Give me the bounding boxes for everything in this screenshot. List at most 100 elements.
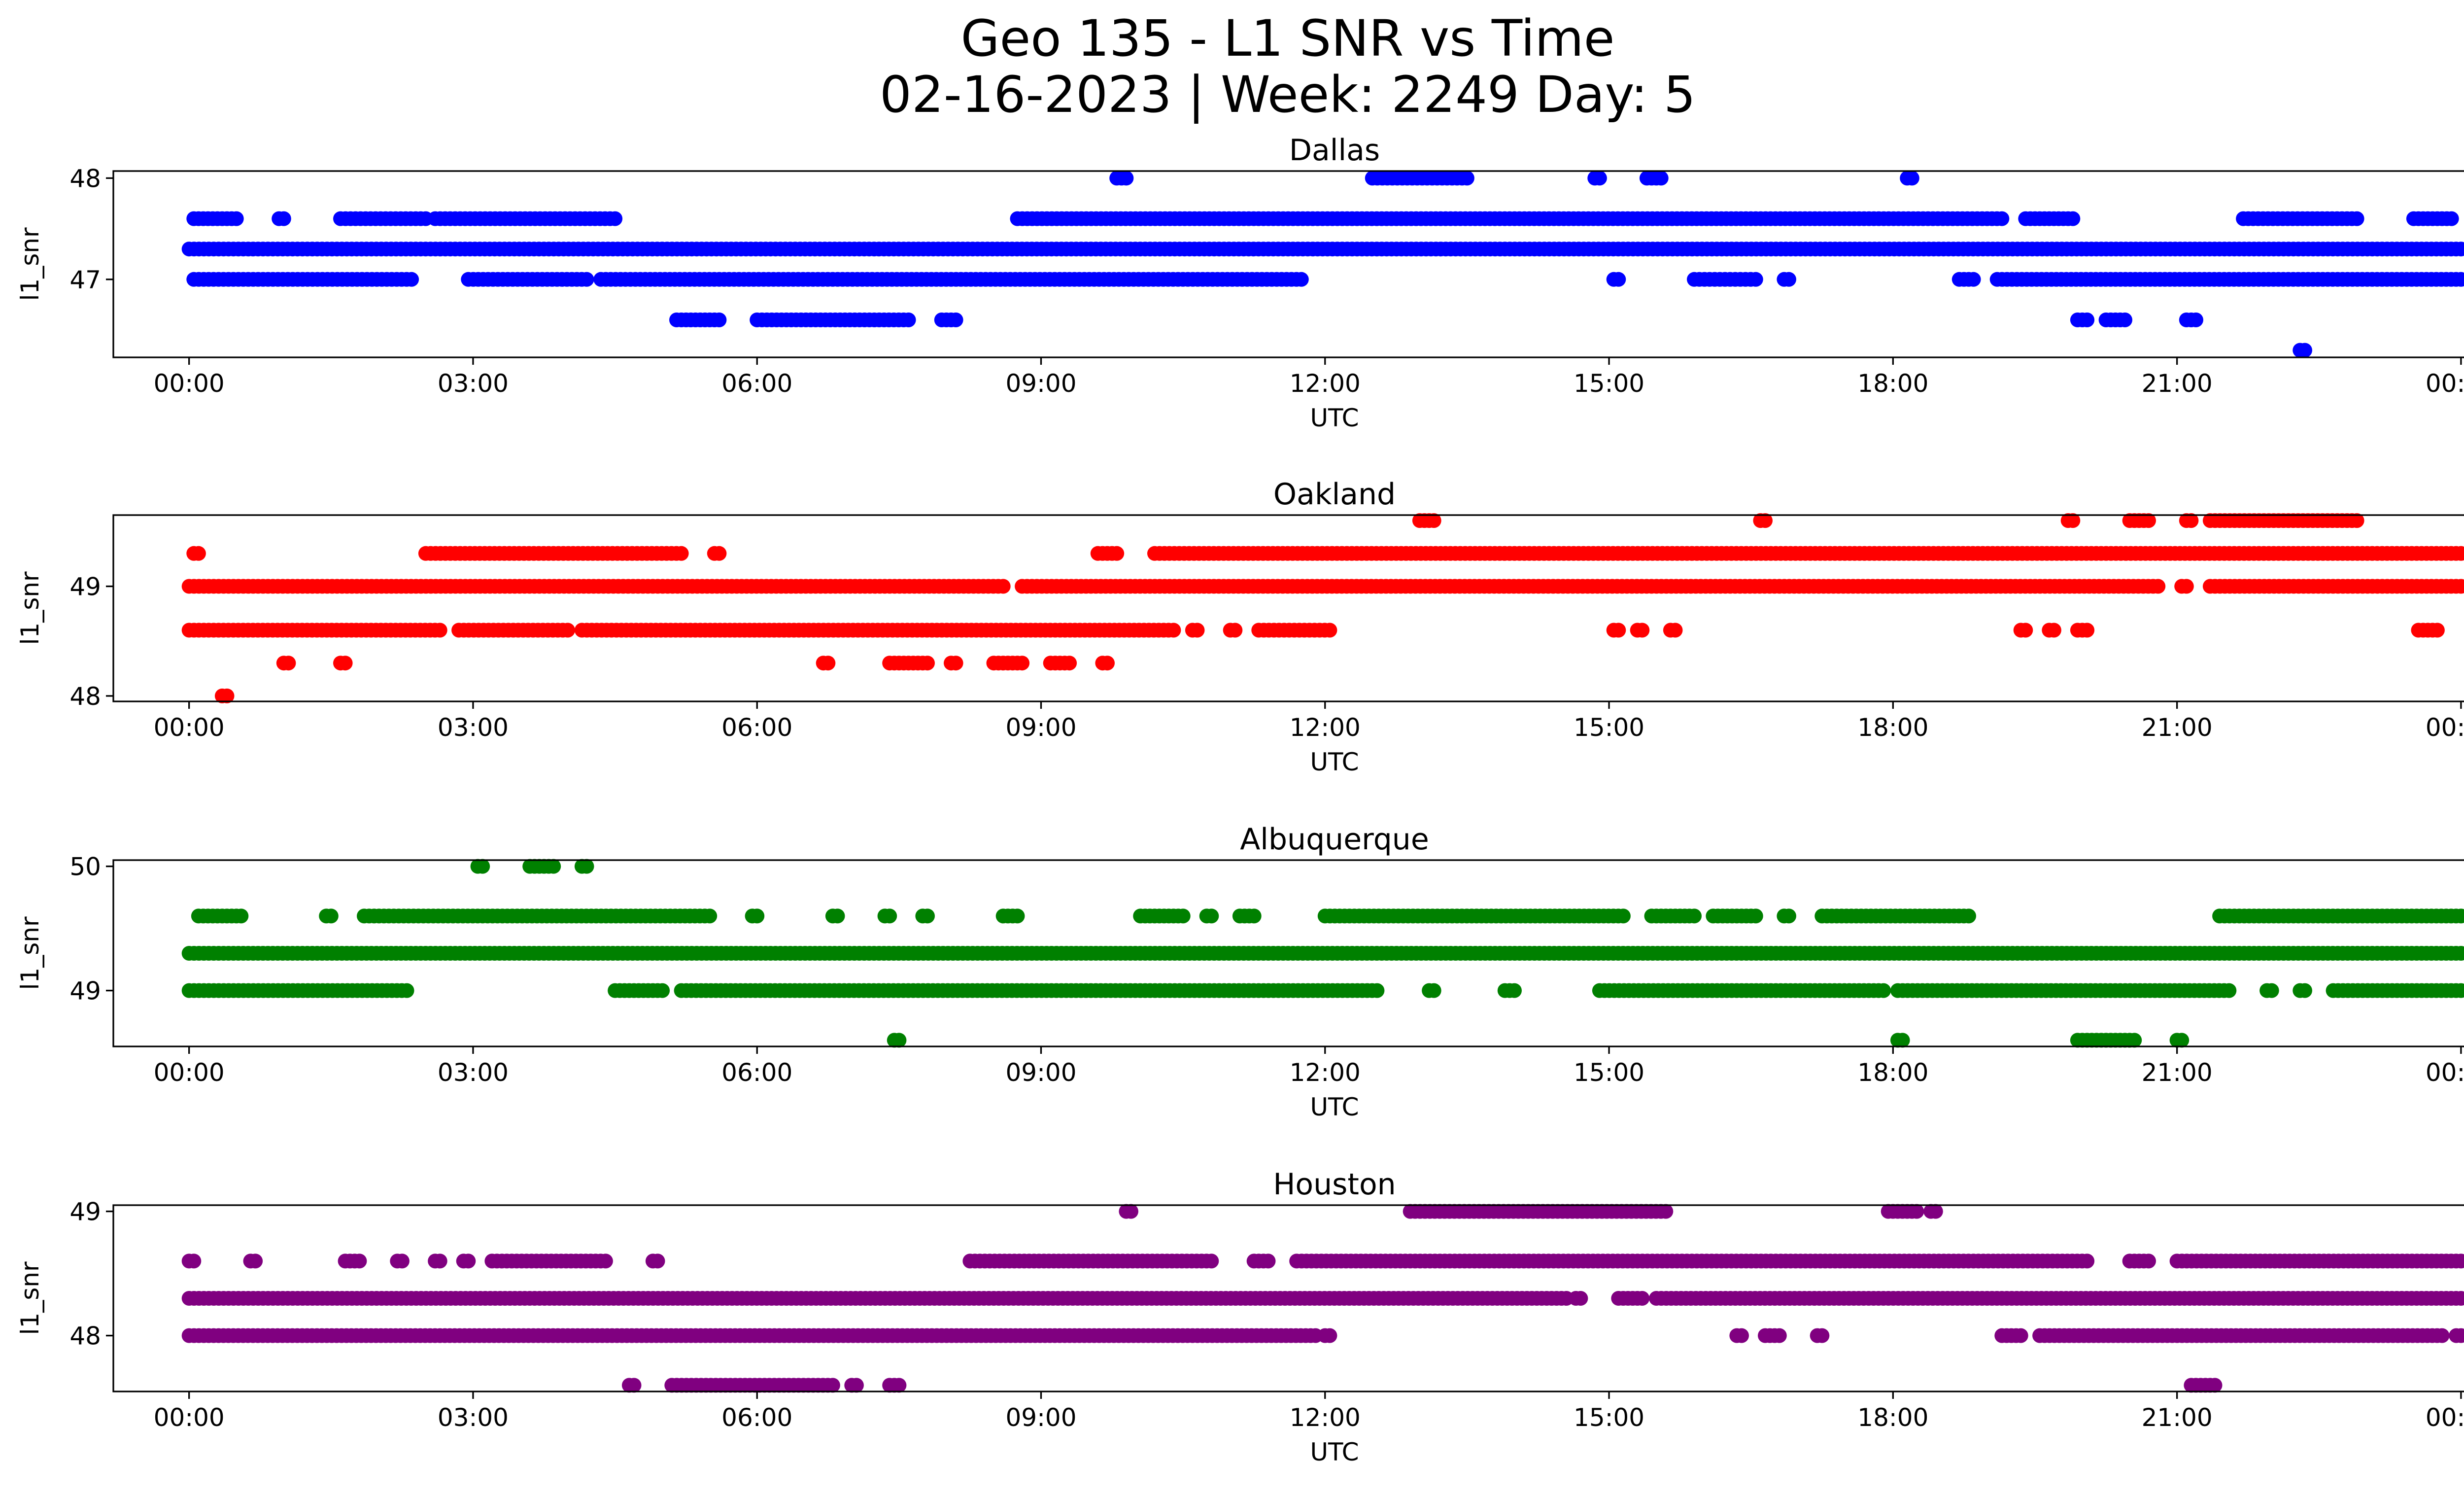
data-point <box>1994 211 2010 226</box>
x-tick-label: 18:00 <box>1857 1403 1928 1432</box>
x-tick-label: 18:00 <box>1857 369 1928 398</box>
data-point <box>1322 623 1337 638</box>
y-axis-label: l1_snr <box>16 227 44 301</box>
data-point <box>750 908 765 924</box>
data-point <box>2065 513 2081 528</box>
data-point <box>1615 908 1631 924</box>
data-point <box>2207 1378 2223 1393</box>
data-point <box>1611 623 1626 638</box>
x-tick-label: 18:00 <box>1857 713 1928 742</box>
data-point <box>1322 1328 1337 1343</box>
data-point <box>830 908 845 924</box>
x-tick-label: 06:00 <box>721 369 792 398</box>
x-tick-label: 03:00 <box>438 369 509 398</box>
data-point <box>2127 1033 2142 1048</box>
x-tick-label: 15:00 <box>1574 1058 1644 1087</box>
subplot-title: Dallas <box>1289 133 1380 168</box>
data-point <box>626 1378 642 1393</box>
data-point <box>948 313 963 327</box>
data-point <box>2444 211 2459 226</box>
data-point <box>1507 983 1522 998</box>
y-tick-label: 48 <box>69 682 101 711</box>
data-point <box>2434 1328 2450 1343</box>
data-point <box>2453 579 2464 594</box>
x-tick-label: 06:00 <box>721 1058 792 1087</box>
x-tick-label: 03:00 <box>438 1058 509 1087</box>
y-tick-label: 49 <box>69 573 101 601</box>
data-point <box>2065 211 2081 226</box>
data-point <box>2297 343 2312 358</box>
data-point <box>579 272 594 287</box>
y-axis-label: l1_snr <box>16 571 44 645</box>
data-point <box>579 859 594 874</box>
x-tick-label: 00:00 <box>154 713 225 742</box>
data-point <box>1124 1204 1138 1219</box>
y-tick-label: 47 <box>69 266 101 294</box>
data-point <box>1062 656 1077 671</box>
x-tick-label: 15:00 <box>1574 713 1644 742</box>
data-point <box>1015 656 1030 671</box>
data-point <box>821 656 836 671</box>
figure-title-line-2: 02-16-2023 | Week: 2249 Day: 5 <box>880 66 1696 124</box>
data-point <box>901 313 916 327</box>
data-point <box>1426 513 1441 528</box>
x-tick-label: 00:00 <box>154 369 225 398</box>
y-tick-label: 49 <box>69 1198 101 1226</box>
x-tick-label: 06:00 <box>721 713 792 742</box>
x-tick-label: 09:00 <box>1005 369 1076 398</box>
data-point <box>1781 908 1796 924</box>
data-point <box>1573 1291 1588 1306</box>
data-point <box>281 656 296 671</box>
scatter-series-houston <box>181 1204 2464 1393</box>
figure-title-line-1: Geo 135 - L1 SNR vs Time <box>961 9 1615 68</box>
data-point <box>229 211 244 226</box>
x-axis-label: UTC <box>1310 404 1359 432</box>
data-point <box>2118 313 2132 327</box>
data-point <box>712 313 727 327</box>
scatter-series-oakland <box>181 513 2464 703</box>
data-point <box>1772 1328 1787 1343</box>
data-point <box>598 1253 613 1269</box>
data-point <box>674 546 689 561</box>
data-point <box>276 211 291 226</box>
x-tick-label: 09:00 <box>1005 713 1076 742</box>
plot-frame <box>112 170 2464 358</box>
data-point <box>1246 908 1262 924</box>
x-tick-label: 18:00 <box>1857 1058 1928 1087</box>
data-point <box>1909 1204 1924 1219</box>
data-point <box>1635 1291 1650 1306</box>
data-point <box>1204 1253 1219 1269</box>
y-tick-label: 48 <box>69 1322 101 1351</box>
data-point <box>186 1253 202 1269</box>
data-point <box>1876 983 1891 998</box>
data-point <box>338 656 353 671</box>
x-axis-label: UTC <box>1310 748 1359 776</box>
subplot-title: Houston <box>1273 1167 1396 1202</box>
x-tick-label: 12:00 <box>1290 1058 1361 1087</box>
data-point <box>1175 908 1191 924</box>
data-point <box>1781 272 1796 287</box>
data-point <box>1658 1204 1674 1219</box>
data-point <box>655 983 670 998</box>
data-point <box>1635 623 1650 638</box>
data-point <box>1653 171 1669 186</box>
x-tick-label: 12:00 <box>1290 713 1361 742</box>
data-point <box>2141 513 2156 528</box>
x-axis-label: UTC <box>1310 1438 1359 1466</box>
data-point <box>2174 1033 2190 1048</box>
data-point <box>1904 171 1919 186</box>
x-tick-label: 09:00 <box>1005 1403 1076 1432</box>
data-point <box>650 1253 665 1269</box>
data-point <box>432 1253 447 1269</box>
subplot-title: Albuquerque <box>1240 822 1429 857</box>
data-point <box>1895 1033 1910 1048</box>
data-point <box>920 908 935 924</box>
x-tick-label: 12:00 <box>1290 1403 1361 1432</box>
data-point <box>1228 623 1243 638</box>
data-point <box>2046 623 2061 638</box>
y-tick-label: 50 <box>69 853 101 881</box>
data-point <box>1010 908 1025 924</box>
x-tick-label: 12:00 <box>1290 369 1361 398</box>
x-tick-label: 00:00 <box>2426 1403 2464 1432</box>
